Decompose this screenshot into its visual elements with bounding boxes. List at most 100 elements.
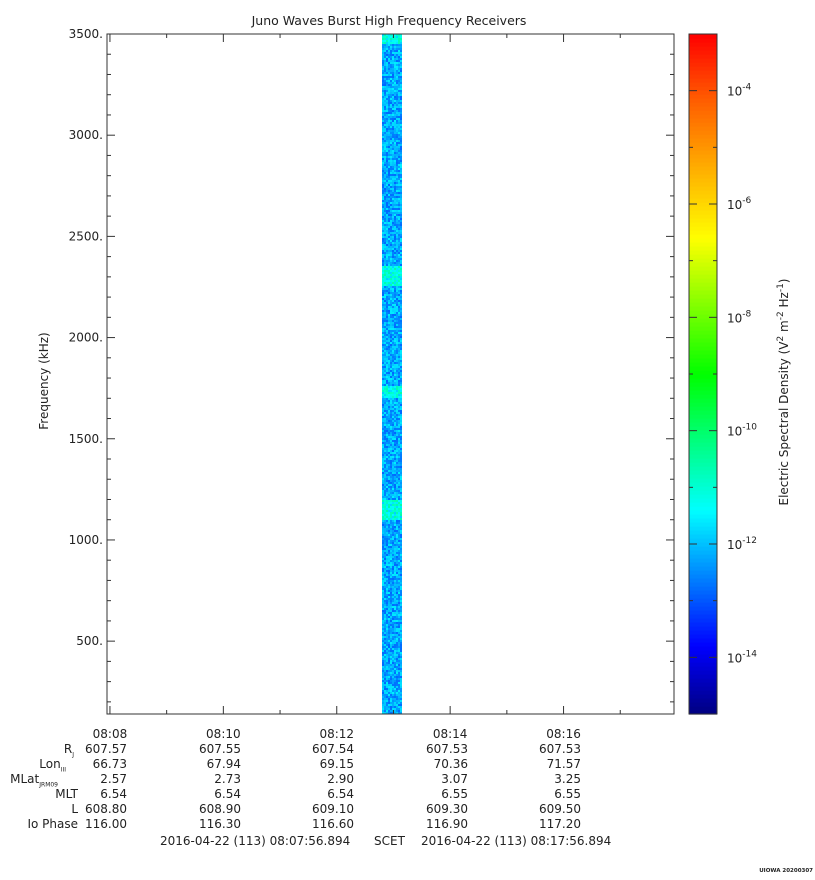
- burst-pixel: [398, 250, 400, 252]
- colorbar-step: [689, 358, 717, 363]
- burst-pixel: [396, 430, 398, 432]
- burst-pixel: [382, 168, 384, 170]
- burst-pixel: [386, 194, 388, 196]
- burst-pixel: [382, 554, 384, 556]
- burst-pixel: [382, 528, 384, 530]
- ephemeris-value: 607.53: [426, 742, 468, 756]
- burst-pixel: [400, 154, 402, 156]
- burst-pixel: [396, 310, 398, 312]
- burst-pixel: [384, 308, 386, 310]
- burst-pixel: [386, 468, 388, 470]
- burst-pixel: [392, 304, 394, 306]
- burst-pixel: [396, 336, 398, 338]
- burst-pixel: [388, 442, 390, 444]
- burst-pixel: [398, 182, 400, 184]
- burst-pixel: [394, 354, 396, 356]
- burst-pixel: [398, 464, 400, 466]
- burst-pixel: [388, 624, 390, 626]
- burst-pixel: [396, 340, 398, 342]
- burst-pixel: [384, 64, 386, 66]
- burst-pixel: [386, 442, 388, 444]
- burst-pixel: [394, 466, 396, 468]
- burst-pixel: [382, 42, 384, 44]
- burst-pixel: [398, 678, 400, 680]
- burst-pixel: [382, 82, 384, 84]
- burst-pixel: [400, 500, 402, 502]
- burst-pixel: [392, 442, 394, 444]
- burst-pixel: [386, 302, 388, 304]
- burst-pixel: [396, 650, 398, 652]
- burst-pixel: [382, 628, 384, 630]
- colorbar-step: [689, 614, 717, 619]
- burst-pixel: [386, 204, 388, 206]
- burst-pixel: [384, 546, 386, 548]
- burst-pixel: [384, 228, 386, 230]
- colorbar-step: [689, 174, 717, 179]
- burst-pixel: [396, 544, 398, 546]
- burst-pixel: [400, 62, 402, 64]
- burst-pixel: [400, 506, 402, 508]
- burst-pixel: [390, 250, 392, 252]
- burst-pixel: [388, 578, 390, 580]
- burst-pixel: [382, 76, 384, 78]
- burst-pixel: [394, 46, 396, 48]
- burst-pixel: [394, 128, 396, 130]
- burst-pixel: [396, 682, 398, 684]
- burst-pixel: [382, 362, 384, 364]
- y-axis-label-text: Frequency (kHz): [37, 332, 51, 429]
- burst-pixel: [398, 372, 400, 374]
- burst-pixel: [390, 256, 392, 258]
- burst-pixel: [390, 430, 392, 432]
- burst-pixel: [382, 106, 384, 108]
- burst-pixel: [394, 240, 396, 242]
- burst-pixel: [384, 80, 386, 82]
- burst-pixel: [400, 208, 402, 210]
- burst-pixel: [388, 662, 390, 664]
- burst-pixel: [392, 242, 394, 244]
- burst-pixel: [390, 622, 392, 624]
- burst-pixel: [390, 704, 392, 706]
- burst-pixel: [394, 160, 396, 162]
- burst-pixel: [386, 420, 388, 422]
- burst-pixel: [394, 528, 396, 530]
- burst-pixel: [394, 316, 396, 318]
- burst-pixel: [394, 84, 396, 86]
- burst-pixel: [382, 602, 384, 604]
- burst-pixel: [400, 560, 402, 562]
- burst-pixel: [390, 680, 392, 682]
- burst-pixel: [396, 560, 398, 562]
- burst-pixel: [394, 118, 396, 120]
- burst-pixel: [382, 560, 384, 562]
- burst-pixel: [392, 590, 394, 592]
- burst-pixel: [382, 130, 384, 132]
- burst-pixel: [394, 650, 396, 652]
- burst-pixel: [392, 462, 394, 464]
- burst-pixel: [394, 236, 396, 238]
- burst-pixel: [382, 262, 384, 264]
- ephemeris-value: 6.54: [100, 787, 127, 801]
- burst-pixel: [390, 192, 392, 194]
- burst-pixel: [382, 606, 384, 608]
- burst-pixel: [396, 266, 398, 268]
- burst-pixel: [386, 544, 388, 546]
- burst-pixel: [388, 400, 390, 402]
- burst-pixel: [382, 148, 384, 150]
- ephemeris-value: 6.54: [327, 787, 354, 801]
- burst-pixel: [398, 540, 400, 542]
- burst-pixel: [400, 652, 402, 654]
- burst-pixel: [390, 654, 392, 656]
- burst-pixel: [400, 90, 402, 92]
- burst-pixel: [390, 44, 392, 46]
- burst-pixel: [382, 298, 384, 300]
- burst-pixel: [382, 644, 384, 646]
- burst-pixel: [386, 250, 388, 252]
- burst-pixel: [390, 100, 392, 102]
- burst-pixel: [386, 100, 388, 102]
- burst-pixel: [390, 456, 392, 458]
- burst-pixel: [388, 664, 390, 666]
- burst-pixel: [384, 362, 386, 364]
- burst-pixel: [400, 472, 402, 474]
- burst-spectrogram: [382, 34, 402, 714]
- burst-pixel: [384, 194, 386, 196]
- burst-pixel: [394, 498, 396, 500]
